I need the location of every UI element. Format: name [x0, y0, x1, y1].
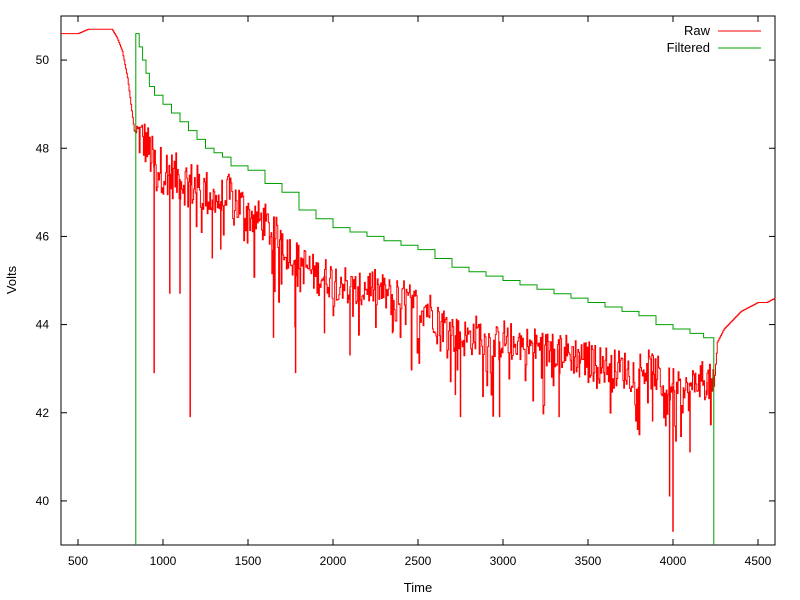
y-tick-label: 48: [36, 141, 50, 155]
x-tick-label: 500: [68, 554, 88, 568]
legend-label-raw: Raw: [684, 23, 711, 38]
legend-label-filtered: Filtered: [667, 40, 710, 55]
y-tick-label: 50: [36, 53, 50, 67]
x-tick-label: 3500: [575, 554, 602, 568]
x-tick-label: 4000: [660, 554, 687, 568]
x-tick-label: 3000: [490, 554, 517, 568]
series-layer: [61, 28, 776, 545]
x-axis-title: Time: [404, 580, 432, 595]
x-tick-label: 1000: [150, 554, 177, 568]
legend: Raw Filtered: [667, 23, 761, 55]
series-line-raw: [61, 28, 776, 442]
x-tick-label: 1500: [235, 554, 262, 568]
x-tick-label: 2000: [320, 554, 347, 568]
x-tick-label: 4500: [745, 554, 772, 568]
x-tick-label: 2500: [405, 554, 432, 568]
y-tick-label: 44: [36, 318, 50, 332]
y-tick-label: 40: [36, 494, 50, 508]
tick-layer: 500 1000 1500 2000 2500 3000 3500 4000 4500 40 42 4…: [36, 16, 775, 568]
y-axis-title: Volts: [4, 265, 19, 294]
series-line-filtered: [135, 33, 715, 545]
y-tick-label: 42: [36, 406, 50, 420]
y-tick-label: 46: [36, 229, 50, 243]
plot-frame: [60, 15, 776, 546]
